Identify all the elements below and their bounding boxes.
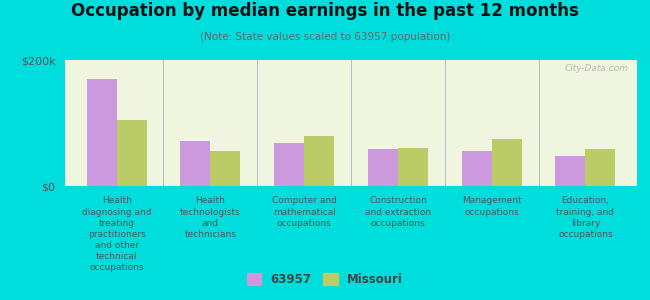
Bar <box>368 149 398 186</box>
Bar <box>211 151 240 186</box>
Legend: 63957, Missouri: 63957, Missouri <box>242 268 408 291</box>
Bar <box>398 148 428 186</box>
Bar <box>586 149 616 186</box>
Bar <box>180 141 211 186</box>
Text: Occupation by median earnings in the past 12 months: Occupation by median earnings in the pas… <box>71 2 579 20</box>
Text: City-Data.com: City-Data.com <box>564 64 629 73</box>
Bar <box>462 151 491 186</box>
Bar <box>304 136 334 186</box>
Bar <box>116 120 147 186</box>
Bar <box>86 79 116 186</box>
Bar <box>274 143 304 186</box>
Bar <box>555 156 586 186</box>
Bar <box>491 139 522 186</box>
Text: (Note: State values scaled to 63957 population): (Note: State values scaled to 63957 popu… <box>200 32 450 41</box>
